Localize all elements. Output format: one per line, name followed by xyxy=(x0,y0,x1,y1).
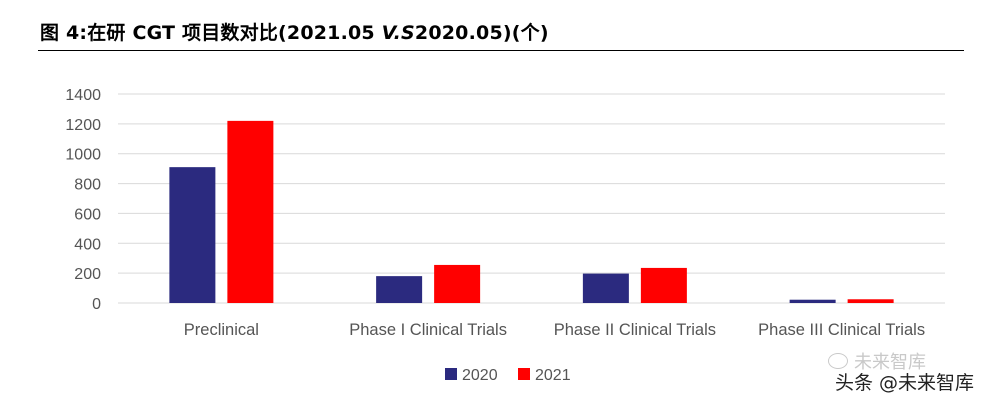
wechat-bubble-icon xyxy=(828,353,848,369)
bar-2021-1 xyxy=(434,264,481,303)
watermark-faint-text: 未来智库 xyxy=(854,352,926,373)
bar-2020-1 xyxy=(376,276,423,303)
y-tick-label: 400 xyxy=(74,236,101,253)
y-tick-label: 1400 xyxy=(65,87,101,104)
legend-label: 2020 xyxy=(462,367,498,384)
figure-title-prefix: 图 4:在研 CGT 项目数对比(2021.05 xyxy=(40,22,382,44)
x-axis-labels: Preclinical Phase I Clinical Trials Phase … xyxy=(184,321,925,339)
legend-label: 2021 xyxy=(535,367,571,384)
y-tick-label: 1000 xyxy=(65,147,101,164)
bar-2021-2 xyxy=(640,267,687,303)
category-label: Phase II Clinical Trials xyxy=(554,321,716,339)
bar-2020-3 xyxy=(789,299,836,303)
legend-swatch-2020 xyxy=(445,368,457,380)
category-label: Preclinical xyxy=(184,321,259,339)
bars xyxy=(169,120,894,303)
figure-title-suffix: 2020.05)(个) xyxy=(414,22,549,44)
y-axis-ticks: 0 200 400 600 800 1000 1200 1400 xyxy=(65,87,101,313)
y-tick-label: 800 xyxy=(74,177,101,194)
figure-title: 图 4:在研 CGT 项目数对比(2021.05 V.S2020.05)(个) xyxy=(40,18,549,45)
y-tick-label: 200 xyxy=(74,266,101,283)
watermark: 头条 @未来智库 xyxy=(834,372,974,394)
category-label: Phase I Clinical Trials xyxy=(349,321,507,339)
bar-2020-2 xyxy=(582,273,629,303)
title-rule xyxy=(38,50,964,51)
bar-2021-0 xyxy=(227,120,274,303)
watermark-faint: 未来智库 xyxy=(828,348,926,374)
legend: 2020 2021 xyxy=(445,367,571,384)
y-tick-label: 600 xyxy=(74,206,101,223)
bar-2020-0 xyxy=(169,167,216,303)
category-label: Phase III Clinical Trials xyxy=(758,321,925,339)
bar-2021-3 xyxy=(847,299,894,303)
legend-swatch-2021 xyxy=(518,368,530,380)
y-tick-label: 1200 xyxy=(65,117,101,134)
y-tick-label: 0 xyxy=(92,296,101,313)
figure-title-vs: V.S xyxy=(381,22,415,44)
